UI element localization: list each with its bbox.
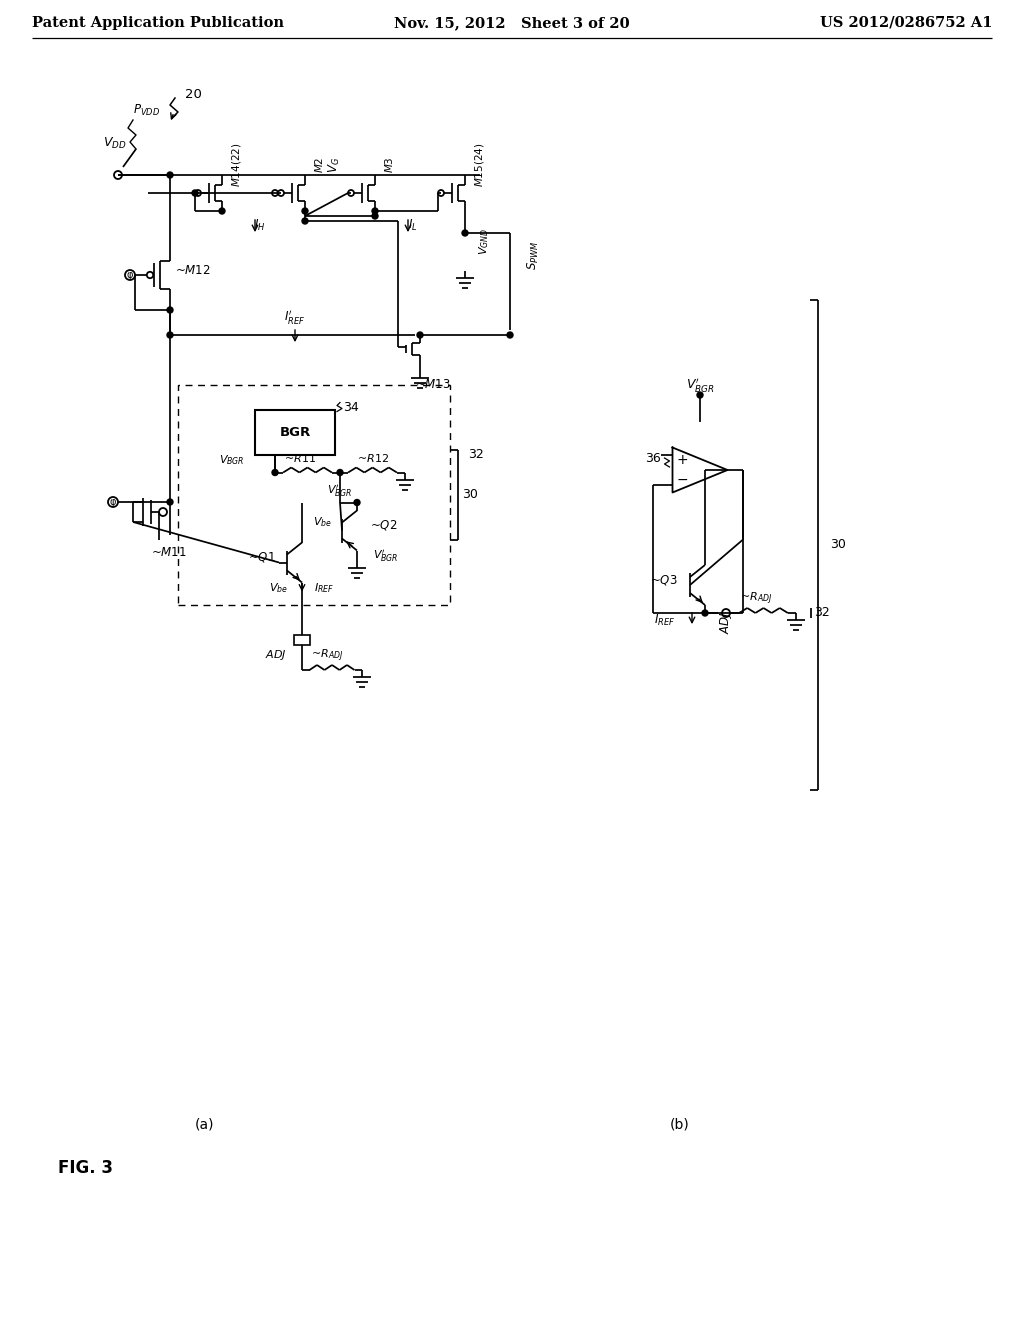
Text: $I_L$: $I_L$ bbox=[409, 218, 418, 232]
Circle shape bbox=[697, 392, 703, 399]
Circle shape bbox=[167, 308, 173, 313]
Text: ~$Q3$: ~$Q3$ bbox=[650, 573, 678, 587]
Text: $V_{be}$: $V_{be}$ bbox=[313, 516, 332, 529]
Text: ~$R12$: ~$R12$ bbox=[357, 453, 389, 465]
Text: (b): (b) bbox=[670, 1118, 690, 1133]
Text: $S_{PWM}$: $S_{PWM}$ bbox=[526, 240, 541, 269]
Text: ~$R11$: ~$R11$ bbox=[284, 453, 316, 465]
Circle shape bbox=[372, 209, 378, 214]
Text: $I_{REF}$: $I_{REF}$ bbox=[653, 612, 675, 627]
Circle shape bbox=[372, 213, 378, 219]
Text: $V_{BGR}'$: $V_{BGR}'$ bbox=[686, 376, 715, 393]
Text: Nov. 15, 2012   Sheet 3 of 20: Nov. 15, 2012 Sheet 3 of 20 bbox=[394, 16, 630, 30]
Text: $I_H$: $I_H$ bbox=[254, 218, 265, 232]
Text: $M3$: $M3$ bbox=[383, 157, 395, 173]
Circle shape bbox=[167, 499, 173, 506]
Circle shape bbox=[417, 333, 423, 338]
Text: ~$Q2$: ~$Q2$ bbox=[370, 519, 397, 532]
Circle shape bbox=[167, 172, 173, 178]
Circle shape bbox=[167, 333, 173, 338]
Text: (a): (a) bbox=[196, 1118, 215, 1133]
Circle shape bbox=[302, 218, 308, 224]
Bar bbox=[294, 635, 310, 645]
Text: 32: 32 bbox=[814, 606, 829, 619]
Text: $V_{BGR}$: $V_{BGR}$ bbox=[219, 454, 245, 467]
Text: $ADJ$: $ADJ$ bbox=[718, 611, 734, 635]
Text: $M15(24)$: $M15(24)$ bbox=[473, 143, 486, 187]
Text: ~$R_{ADJ}$: ~$R_{ADJ}$ bbox=[310, 648, 343, 664]
Text: φ: φ bbox=[110, 498, 117, 507]
Text: $I_{REF}'$: $I_{REF}'$ bbox=[285, 308, 305, 326]
Text: $M14(22)$: $M14(22)$ bbox=[230, 143, 243, 187]
Circle shape bbox=[337, 470, 343, 475]
Text: 20: 20 bbox=[184, 88, 202, 102]
Text: Patent Application Publication: Patent Application Publication bbox=[32, 16, 284, 30]
Text: $V_{GND}$: $V_{GND}$ bbox=[477, 227, 490, 255]
Text: $V_{be}$: $V_{be}$ bbox=[269, 582, 288, 595]
Text: ~$M12$: ~$M12$ bbox=[175, 264, 211, 276]
Text: ~$R_{ADJ}$: ~$R_{ADJ}$ bbox=[739, 591, 772, 607]
Circle shape bbox=[302, 209, 308, 214]
Text: FIG. 3: FIG. 3 bbox=[58, 1159, 113, 1177]
Text: BGR: BGR bbox=[280, 425, 310, 438]
Text: $V_G$: $V_G$ bbox=[327, 157, 342, 173]
Text: $P_{VDD}$: $P_{VDD}$ bbox=[132, 103, 160, 117]
Circle shape bbox=[354, 499, 360, 506]
Text: 36: 36 bbox=[645, 451, 660, 465]
Text: ~$M11$: ~$M11$ bbox=[151, 545, 186, 558]
Text: $M2$: $M2$ bbox=[313, 157, 325, 173]
Text: $I_{REF}$: $I_{REF}$ bbox=[314, 582, 334, 595]
Text: ~$Q1$: ~$Q1$ bbox=[248, 550, 275, 565]
Text: $V_{BGR}'$: $V_{BGR}'$ bbox=[328, 483, 353, 499]
Text: $V_{DD}$: $V_{DD}$ bbox=[103, 136, 127, 150]
Text: +: + bbox=[677, 453, 688, 467]
Text: ~$M13$: ~$M13$ bbox=[415, 379, 451, 392]
Text: 30: 30 bbox=[462, 488, 478, 502]
Text: US 2012/0286752 A1: US 2012/0286752 A1 bbox=[819, 16, 992, 30]
Text: 32: 32 bbox=[468, 449, 483, 462]
Circle shape bbox=[193, 190, 198, 195]
Circle shape bbox=[462, 230, 468, 236]
Circle shape bbox=[219, 209, 225, 214]
FancyBboxPatch shape bbox=[255, 409, 335, 454]
Text: $V_{BGR}'$: $V_{BGR}'$ bbox=[373, 548, 398, 564]
Text: −: − bbox=[677, 473, 688, 487]
Circle shape bbox=[507, 333, 513, 338]
Text: 30: 30 bbox=[830, 539, 846, 552]
Circle shape bbox=[272, 470, 278, 475]
Text: φ: φ bbox=[127, 271, 133, 280]
Text: $ADJ$: $ADJ$ bbox=[265, 648, 287, 663]
Circle shape bbox=[702, 610, 708, 616]
Text: 34: 34 bbox=[343, 401, 358, 414]
